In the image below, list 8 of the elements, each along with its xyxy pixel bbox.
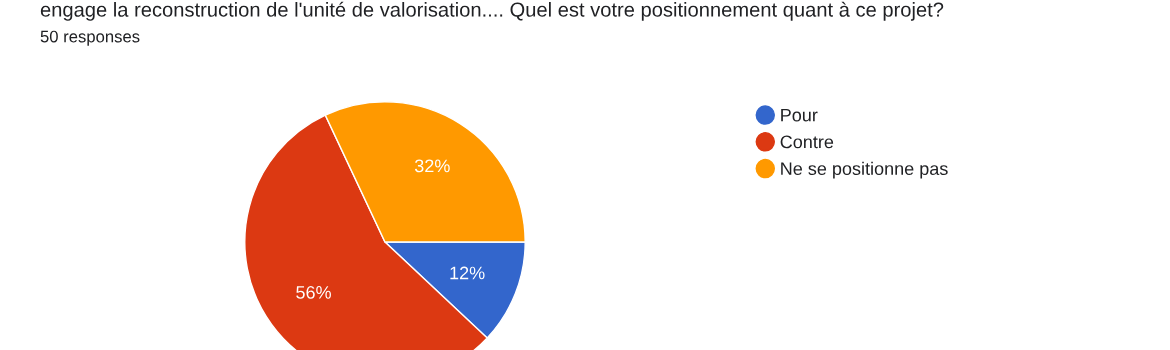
- data-label: 56%: [296, 285, 331, 299]
- legend-label: Ne se positionne pas: [781, 161, 948, 179]
- legend-label: Pour: [781, 108, 818, 122]
- data-label: 12%: [450, 266, 485, 280]
- text: 50 responses: [40, 30, 140, 46]
- legend-label: Contre: [780, 135, 834, 149]
- data-label: 32%: [414, 159, 450, 173]
- chart-title: engage la reconstruction de l'unité de valorisation.... Quel est votre positionnement quant à ce projet?: [40, 1, 944, 21]
